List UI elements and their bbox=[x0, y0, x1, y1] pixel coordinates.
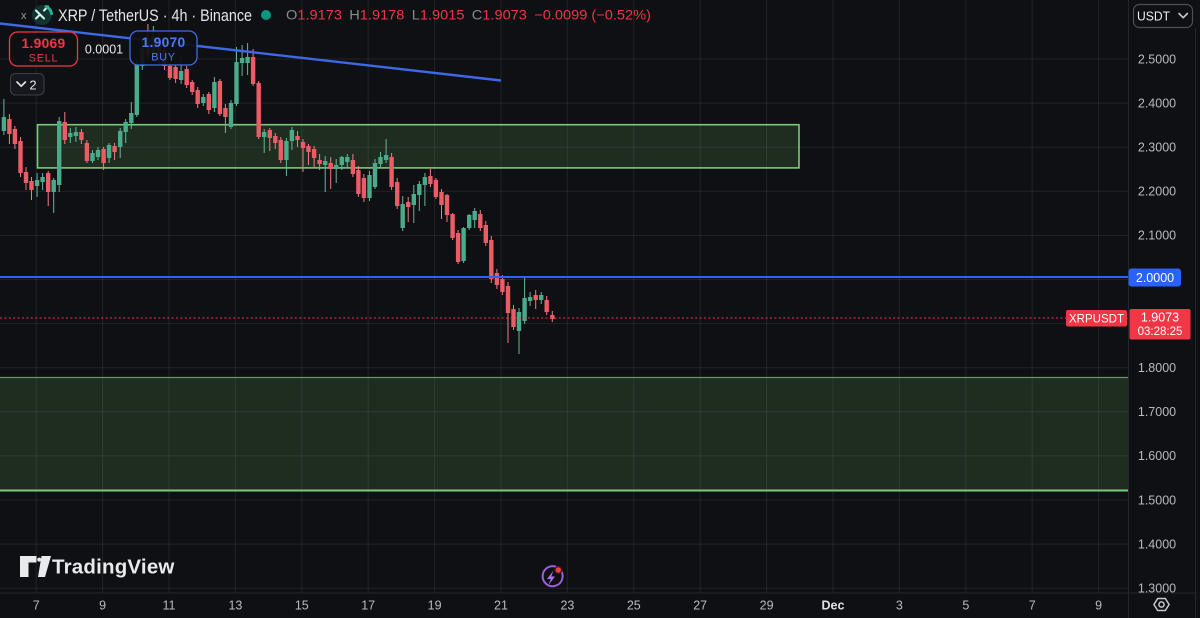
svg-text:XRP / TetherUS · 4h · Binance: XRP / TetherUS · 4h · Binance bbox=[58, 7, 252, 25]
svg-text:1.5000: 1.5000 bbox=[1138, 493, 1176, 507]
svg-text:Dec: Dec bbox=[822, 599, 845, 613]
svg-text:1.8000: 1.8000 bbox=[1138, 361, 1176, 375]
svg-text:1.6000: 1.6000 bbox=[1138, 449, 1176, 463]
svg-text:7: 7 bbox=[1029, 599, 1036, 613]
svg-text:x: x bbox=[21, 10, 27, 22]
svg-text:2.0000: 2.0000 bbox=[1136, 271, 1174, 285]
svg-text:2: 2 bbox=[29, 78, 36, 93]
svg-text:1.9069: 1.9069 bbox=[22, 36, 66, 51]
svg-text:SELL: SELL bbox=[29, 53, 59, 65]
svg-text:27: 27 bbox=[693, 599, 707, 613]
svg-text:03:28:25: 03:28:25 bbox=[1138, 326, 1183, 338]
svg-text:15: 15 bbox=[295, 599, 309, 613]
svg-text:17: 17 bbox=[361, 599, 375, 613]
svg-text:25: 25 bbox=[627, 599, 641, 613]
svg-text:1.4000: 1.4000 bbox=[1138, 537, 1176, 551]
svg-text:BUY: BUY bbox=[151, 52, 176, 64]
svg-text:1.3000: 1.3000 bbox=[1138, 582, 1176, 596]
svg-text:23: 23 bbox=[560, 599, 574, 613]
svg-text:29: 29 bbox=[760, 599, 774, 613]
svg-text:19: 19 bbox=[428, 599, 442, 613]
svg-text:21: 21 bbox=[494, 599, 508, 613]
svg-text:2.2000: 2.2000 bbox=[1138, 185, 1176, 199]
svg-text:2.3000: 2.3000 bbox=[1138, 141, 1176, 155]
svg-text:11: 11 bbox=[163, 599, 176, 613]
svg-text:1.7000: 1.7000 bbox=[1138, 405, 1176, 419]
svg-text:1.9073: 1.9073 bbox=[1141, 311, 1179, 325]
svg-text:USDT: USDT bbox=[1137, 9, 1170, 24]
svg-text:7: 7 bbox=[33, 599, 40, 613]
svg-text:2.5000: 2.5000 bbox=[1138, 52, 1176, 66]
svg-text:13: 13 bbox=[228, 599, 242, 613]
svg-text:9: 9 bbox=[99, 599, 106, 613]
svg-text:1.9070: 1.9070 bbox=[142, 35, 186, 50]
svg-text:O1.9173 H1.9178 L1.9015 C1.907: O1.9173 H1.9178 L1.9015 C1.9073 −0.0099 … bbox=[286, 8, 651, 23]
svg-text:2.4000: 2.4000 bbox=[1138, 96, 1176, 110]
svg-text:5: 5 bbox=[962, 599, 969, 613]
svg-text:3: 3 bbox=[896, 599, 903, 613]
svg-text:0.0001: 0.0001 bbox=[85, 43, 123, 57]
svg-text:TradingView: TradingView bbox=[52, 556, 175, 579]
svg-text:2.1000: 2.1000 bbox=[1138, 229, 1176, 243]
svg-text:XRPUSDT: XRPUSDT bbox=[1069, 313, 1124, 325]
svg-text:9: 9 bbox=[1095, 599, 1102, 613]
